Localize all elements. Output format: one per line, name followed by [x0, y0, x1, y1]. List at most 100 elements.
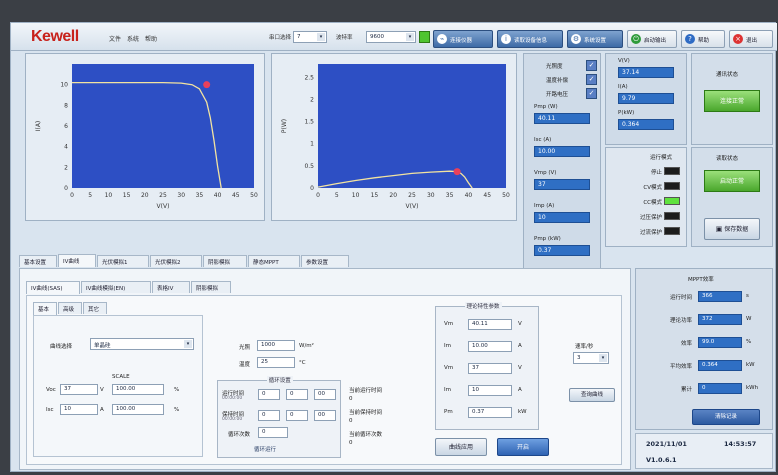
checkbox-1[interactable]: ✓ [586, 74, 597, 85]
scale-voc-input[interactable]: 100.00 [112, 384, 164, 395]
y-tick-label: 10 [60, 82, 68, 89]
menu-system[interactable]: 系统 [127, 36, 140, 43]
device-info-button[interactable]: i 读取设备信息 [497, 30, 563, 48]
settings-button[interactable]: ⚙ 系统设置 [567, 30, 623, 48]
curve-line [317, 170, 473, 189]
start-button[interactable]: 开启 [497, 438, 549, 456]
isc-input[interactable]: 10 [60, 404, 98, 415]
param-value-4: 0.37 [534, 245, 590, 256]
tab-6[interactable]: 参数设置 [301, 255, 349, 267]
mpp-label-1: Im [444, 343, 451, 349]
loop-run-link[interactable]: 循环运行 [254, 447, 277, 453]
read-status-button[interactable]: 启动正常 [704, 170, 760, 192]
mppt-unit-2: % [746, 339, 752, 345]
x-tick-label: 40 [465, 192, 473, 199]
irradiance-input[interactable]: 1000 [257, 340, 295, 351]
start-output-button[interactable]: ⏻ 启动输出 [627, 30, 677, 48]
mpp-value-1[interactable]: 10.00 [468, 341, 512, 352]
com-select[interactable]: 7 ▾ [293, 31, 327, 43]
loop-count-input[interactable]: 0 [258, 427, 288, 438]
mpp-label-3: Im [444, 387, 451, 393]
help-button[interactable]: ? 帮助 [681, 30, 725, 48]
temperature-input[interactable]: 25 [257, 357, 295, 368]
x-axis-label: V(V) [406, 203, 419, 210]
hold-hour-input[interactable]: 0 [258, 410, 280, 421]
mppt-value-3: 0.364 [698, 360, 742, 371]
menu-help[interactable]: 帮助 [145, 36, 158, 43]
mpp-unit-2: V [518, 365, 522, 371]
hold-time-label: 保持时间 [222, 412, 245, 418]
voc-input[interactable]: 37 [60, 384, 98, 395]
mpp-value-0[interactable]: 40.11 [468, 319, 512, 330]
curve-type-select[interactable]: 单晶硅 ▾ [90, 338, 194, 350]
mppt-value-4: 0 [698, 383, 742, 394]
clear-records-button[interactable]: 清除记录 [692, 409, 760, 425]
help-icon: ? [685, 34, 695, 44]
mpp-value-4[interactable]: 0.37 [468, 407, 512, 418]
run-hour-input[interactable]: 0 [258, 389, 280, 400]
stat-label-2: 当前循环次数 [349, 432, 383, 438]
power-icon: ⏻ [631, 34, 641, 44]
save-data-button[interactable]: ▣ 保存数据 [704, 218, 760, 240]
plug-icon: ⌁ [437, 34, 447, 44]
com-label: 串口选择 [269, 35, 292, 41]
rate-select[interactable]: 3 ▾ [573, 352, 609, 364]
temperature-label: 温度 [239, 362, 251, 368]
x-axis-label: V(V) [157, 203, 170, 210]
connect-button[interactable]: ⌁ 连接仪器 [433, 30, 493, 48]
date-display: 2021/11/01 [646, 440, 687, 448]
sub-tab-2[interactable]: 表格IV [152, 281, 190, 293]
mppt-unit-3: kW [746, 362, 755, 368]
status-led-1 [664, 182, 680, 190]
chevron-down-icon: ▾ [317, 33, 325, 41]
param-label-3: Imp (A) [534, 203, 555, 209]
chevron-down-icon: ▾ [599, 354, 607, 362]
check-label-1: 温度补偿 [546, 78, 569, 84]
hold-min-input[interactable]: 0 [286, 410, 308, 421]
tab-4[interactable]: 阴影模拟 [203, 255, 247, 267]
status-panel: 运行模式 停止 CV模式 CC模式 过压保护 过流保护 [605, 147, 687, 247]
read-status-title: 读取状态 [716, 156, 739, 162]
checkbox-2[interactable]: ✓ [586, 88, 597, 99]
scale-isc-input[interactable]: 100.00 [112, 404, 164, 415]
mpp-value-2[interactable]: 37 [468, 363, 512, 374]
mpp-unit-4: kW [518, 409, 527, 415]
tab-1[interactable]: IV曲线 [58, 254, 96, 267]
inner-tab-0[interactable]: 基本 [33, 302, 57, 315]
theory-params-group: 理论特性参数 Vm 40.11 V Im 10.00 A Vm 37 V Im 10 A Pm 0.37 k… [435, 302, 539, 430]
baud-select[interactable]: 9600 ▾ [366, 31, 416, 43]
x-tick-label: 30 [177, 192, 185, 199]
reading-label-0: V(V) [618, 58, 630, 64]
mppt-label-2: 效率 [680, 341, 692, 347]
hold-sec-input[interactable]: 00 [314, 410, 336, 421]
query-curve-button[interactable]: 查询曲线 [569, 388, 615, 402]
inner-tab-1[interactable]: 高级 [58, 302, 82, 314]
sub-tab-1[interactable]: IV曲线模拟(EN) [81, 281, 151, 293]
gear-icon: ⚙ [571, 34, 581, 44]
exit-button[interactable]: × 退出 [729, 30, 773, 48]
mppt-value-1: 372 [698, 314, 742, 325]
run-min-input[interactable]: 0 [286, 389, 308, 400]
apply-curve-button[interactable]: 曲线应用 [435, 438, 487, 456]
sub-tab-0[interactable]: IV曲线(SAS) [26, 281, 80, 294]
mpp-value-3[interactable]: 10 [468, 385, 512, 396]
run-sec-input[interactable]: 00 [314, 389, 336, 400]
scale-label: SCALE [112, 374, 130, 380]
tab-5[interactable]: 静态MPPT [248, 255, 300, 267]
comm-status-button[interactable]: 连接正常 [704, 90, 760, 112]
stat-label-1: 当前保持时间 [349, 410, 383, 416]
tab-3[interactable]: 光伏模拟2 [150, 255, 202, 267]
x-tick-label: 25 [408, 192, 416, 199]
sub-tab-3[interactable]: 阴影模拟 [191, 281, 231, 293]
tab-2[interactable]: 光伏模拟1 [97, 255, 149, 267]
tab-0[interactable]: 基本设置 [19, 255, 57, 267]
param-label-2: Vmp (V) [534, 170, 557, 176]
isc-label: Isc [46, 407, 54, 413]
status-footer: 2021/11/01 14:53:57 V1.0.6.1 [635, 433, 773, 469]
checkbox-0[interactable]: ✓ [586, 60, 597, 71]
irradiance-unit: W/m² [299, 343, 314, 349]
inner-tab-2[interactable]: 其它 [83, 302, 107, 314]
scale-isc-pct: % [174, 407, 180, 413]
menu-file[interactable]: 文件 [109, 36, 122, 43]
led-label-4: 过流保护 [639, 230, 662, 236]
